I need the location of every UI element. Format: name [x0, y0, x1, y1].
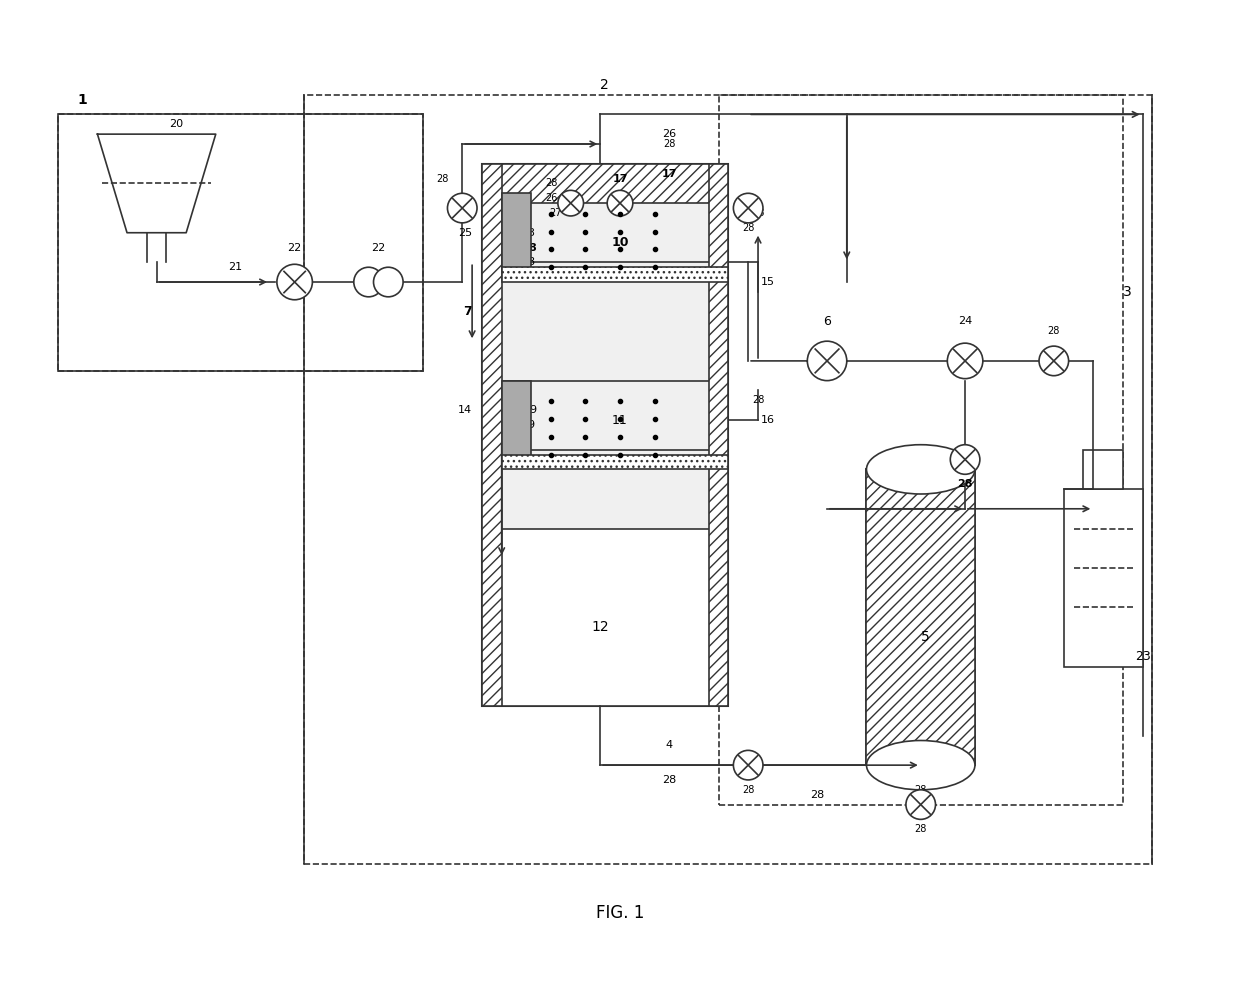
Bar	[867, 470, 975, 765]
Circle shape	[277, 264, 312, 300]
Ellipse shape	[867, 445, 975, 494]
Text: 18: 18	[522, 257, 536, 267]
Bar	[1084, 450, 1123, 490]
Bar	[58, 115, 423, 371]
Text: 28: 28	[436, 173, 449, 184]
Text: 28: 28	[751, 396, 764, 405]
Text: 13: 13	[522, 227, 536, 237]
Text: 5: 5	[921, 630, 930, 644]
Bar	[482, 528, 728, 706]
Text: 8: 8	[528, 242, 536, 252]
Circle shape	[373, 267, 403, 297]
Text: 15: 15	[761, 277, 775, 287]
Text: 2: 2	[600, 78, 609, 92]
Bar	[502, 455, 728, 470]
Text: 14: 14	[458, 405, 472, 415]
Text: 20: 20	[169, 120, 184, 130]
Text: 10: 10	[611, 236, 629, 249]
Circle shape	[733, 751, 763, 780]
Text: 11: 11	[613, 413, 627, 426]
Text: FIG. 1: FIG. 1	[595, 904, 645, 922]
Text: 28: 28	[957, 479, 973, 490]
Text: 26: 26	[662, 130, 676, 139]
Text: 7: 7	[464, 305, 472, 318]
Circle shape	[1039, 346, 1069, 376]
Text: 28: 28	[915, 824, 928, 835]
Text: 28: 28	[915, 785, 928, 795]
Text: 28: 28	[544, 178, 557, 189]
Bar	[719, 95, 1123, 805]
Text: 12: 12	[591, 620, 609, 634]
Text: 28: 28	[1048, 326, 1060, 336]
Polygon shape	[98, 135, 216, 232]
Text: 4: 4	[666, 741, 673, 751]
Text: 22: 22	[371, 242, 386, 252]
Text: 21: 21	[228, 262, 243, 272]
Text: 28: 28	[810, 790, 825, 800]
Circle shape	[950, 445, 980, 475]
Bar	[58, 115, 423, 371]
Text: 17: 17	[613, 173, 627, 184]
Text: 28: 28	[742, 785, 754, 795]
Bar	[305, 95, 1152, 863]
Text: 17: 17	[662, 168, 677, 179]
Text: 22: 22	[288, 242, 301, 252]
Ellipse shape	[867, 741, 975, 790]
Bar	[482, 164, 728, 706]
Bar	[867, 470, 975, 765]
Bar	[502, 267, 728, 282]
Bar	[502, 381, 531, 460]
Circle shape	[558, 190, 584, 216]
Text: 27: 27	[549, 208, 562, 218]
Circle shape	[947, 343, 983, 379]
Text: 16: 16	[761, 415, 775, 425]
Bar	[709, 164, 728, 706]
Bar	[1064, 490, 1142, 667]
Text: 6: 6	[823, 315, 831, 328]
Circle shape	[448, 193, 477, 223]
Text: 28: 28	[742, 223, 754, 232]
Circle shape	[906, 790, 935, 819]
Text: 1: 1	[78, 93, 88, 107]
Circle shape	[807, 341, 847, 381]
Text: 28: 28	[662, 775, 677, 785]
Text: 23: 23	[1135, 650, 1151, 664]
Text: 28: 28	[751, 208, 764, 218]
Bar	[502, 193, 531, 272]
Text: 19: 19	[522, 420, 536, 430]
Text: 9: 9	[529, 405, 536, 415]
Circle shape	[608, 190, 632, 216]
Text: 26: 26	[544, 193, 557, 203]
Circle shape	[733, 193, 763, 223]
Text: 24: 24	[959, 316, 972, 326]
Text: 3: 3	[1123, 285, 1132, 299]
Bar	[482, 164, 728, 203]
Text: 25: 25	[458, 227, 472, 237]
Text: 28: 28	[663, 139, 676, 149]
Circle shape	[353, 267, 383, 297]
Bar	[482, 164, 502, 706]
